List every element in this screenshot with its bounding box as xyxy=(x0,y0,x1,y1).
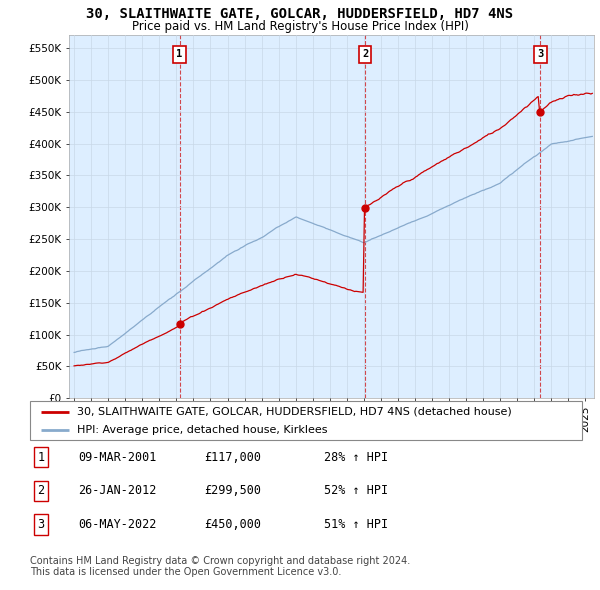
Text: Contains HM Land Registry data © Crown copyright and database right 2024.: Contains HM Land Registry data © Crown c… xyxy=(30,556,410,566)
Text: Price paid vs. HM Land Registry's House Price Index (HPI): Price paid vs. HM Land Registry's House … xyxy=(131,20,469,33)
Text: 28% ↑ HPI: 28% ↑ HPI xyxy=(324,451,388,464)
Text: 09-MAR-2001: 09-MAR-2001 xyxy=(78,451,157,464)
Text: 1: 1 xyxy=(37,451,44,464)
Bar xyxy=(69,35,179,398)
Text: HPI: Average price, detached house, Kirklees: HPI: Average price, detached house, Kirk… xyxy=(77,425,328,435)
Bar xyxy=(179,35,365,398)
Text: 26-JAN-2012: 26-JAN-2012 xyxy=(78,484,157,497)
Text: 2: 2 xyxy=(37,484,44,497)
Bar xyxy=(541,35,594,398)
Text: This data is licensed under the Open Government Licence v3.0.: This data is licensed under the Open Gov… xyxy=(30,567,341,577)
Text: £450,000: £450,000 xyxy=(204,518,261,531)
Text: £117,000: £117,000 xyxy=(204,451,261,464)
Text: 30, SLAITHWAITE GATE, GOLCAR, HUDDERSFIELD, HD7 4NS: 30, SLAITHWAITE GATE, GOLCAR, HUDDERSFIE… xyxy=(86,7,514,21)
Text: 06-MAY-2022: 06-MAY-2022 xyxy=(78,518,157,531)
Text: 52% ↑ HPI: 52% ↑ HPI xyxy=(324,484,388,497)
Text: 3: 3 xyxy=(37,518,44,531)
Bar xyxy=(365,35,541,398)
Text: 2: 2 xyxy=(362,50,368,60)
Text: 3: 3 xyxy=(537,50,544,60)
Text: 1: 1 xyxy=(176,50,183,60)
Text: £299,500: £299,500 xyxy=(204,484,261,497)
Text: 51% ↑ HPI: 51% ↑ HPI xyxy=(324,518,388,531)
Text: 30, SLAITHWAITE GATE, GOLCAR, HUDDERSFIELD, HD7 4NS (detached house): 30, SLAITHWAITE GATE, GOLCAR, HUDDERSFIE… xyxy=(77,407,512,417)
